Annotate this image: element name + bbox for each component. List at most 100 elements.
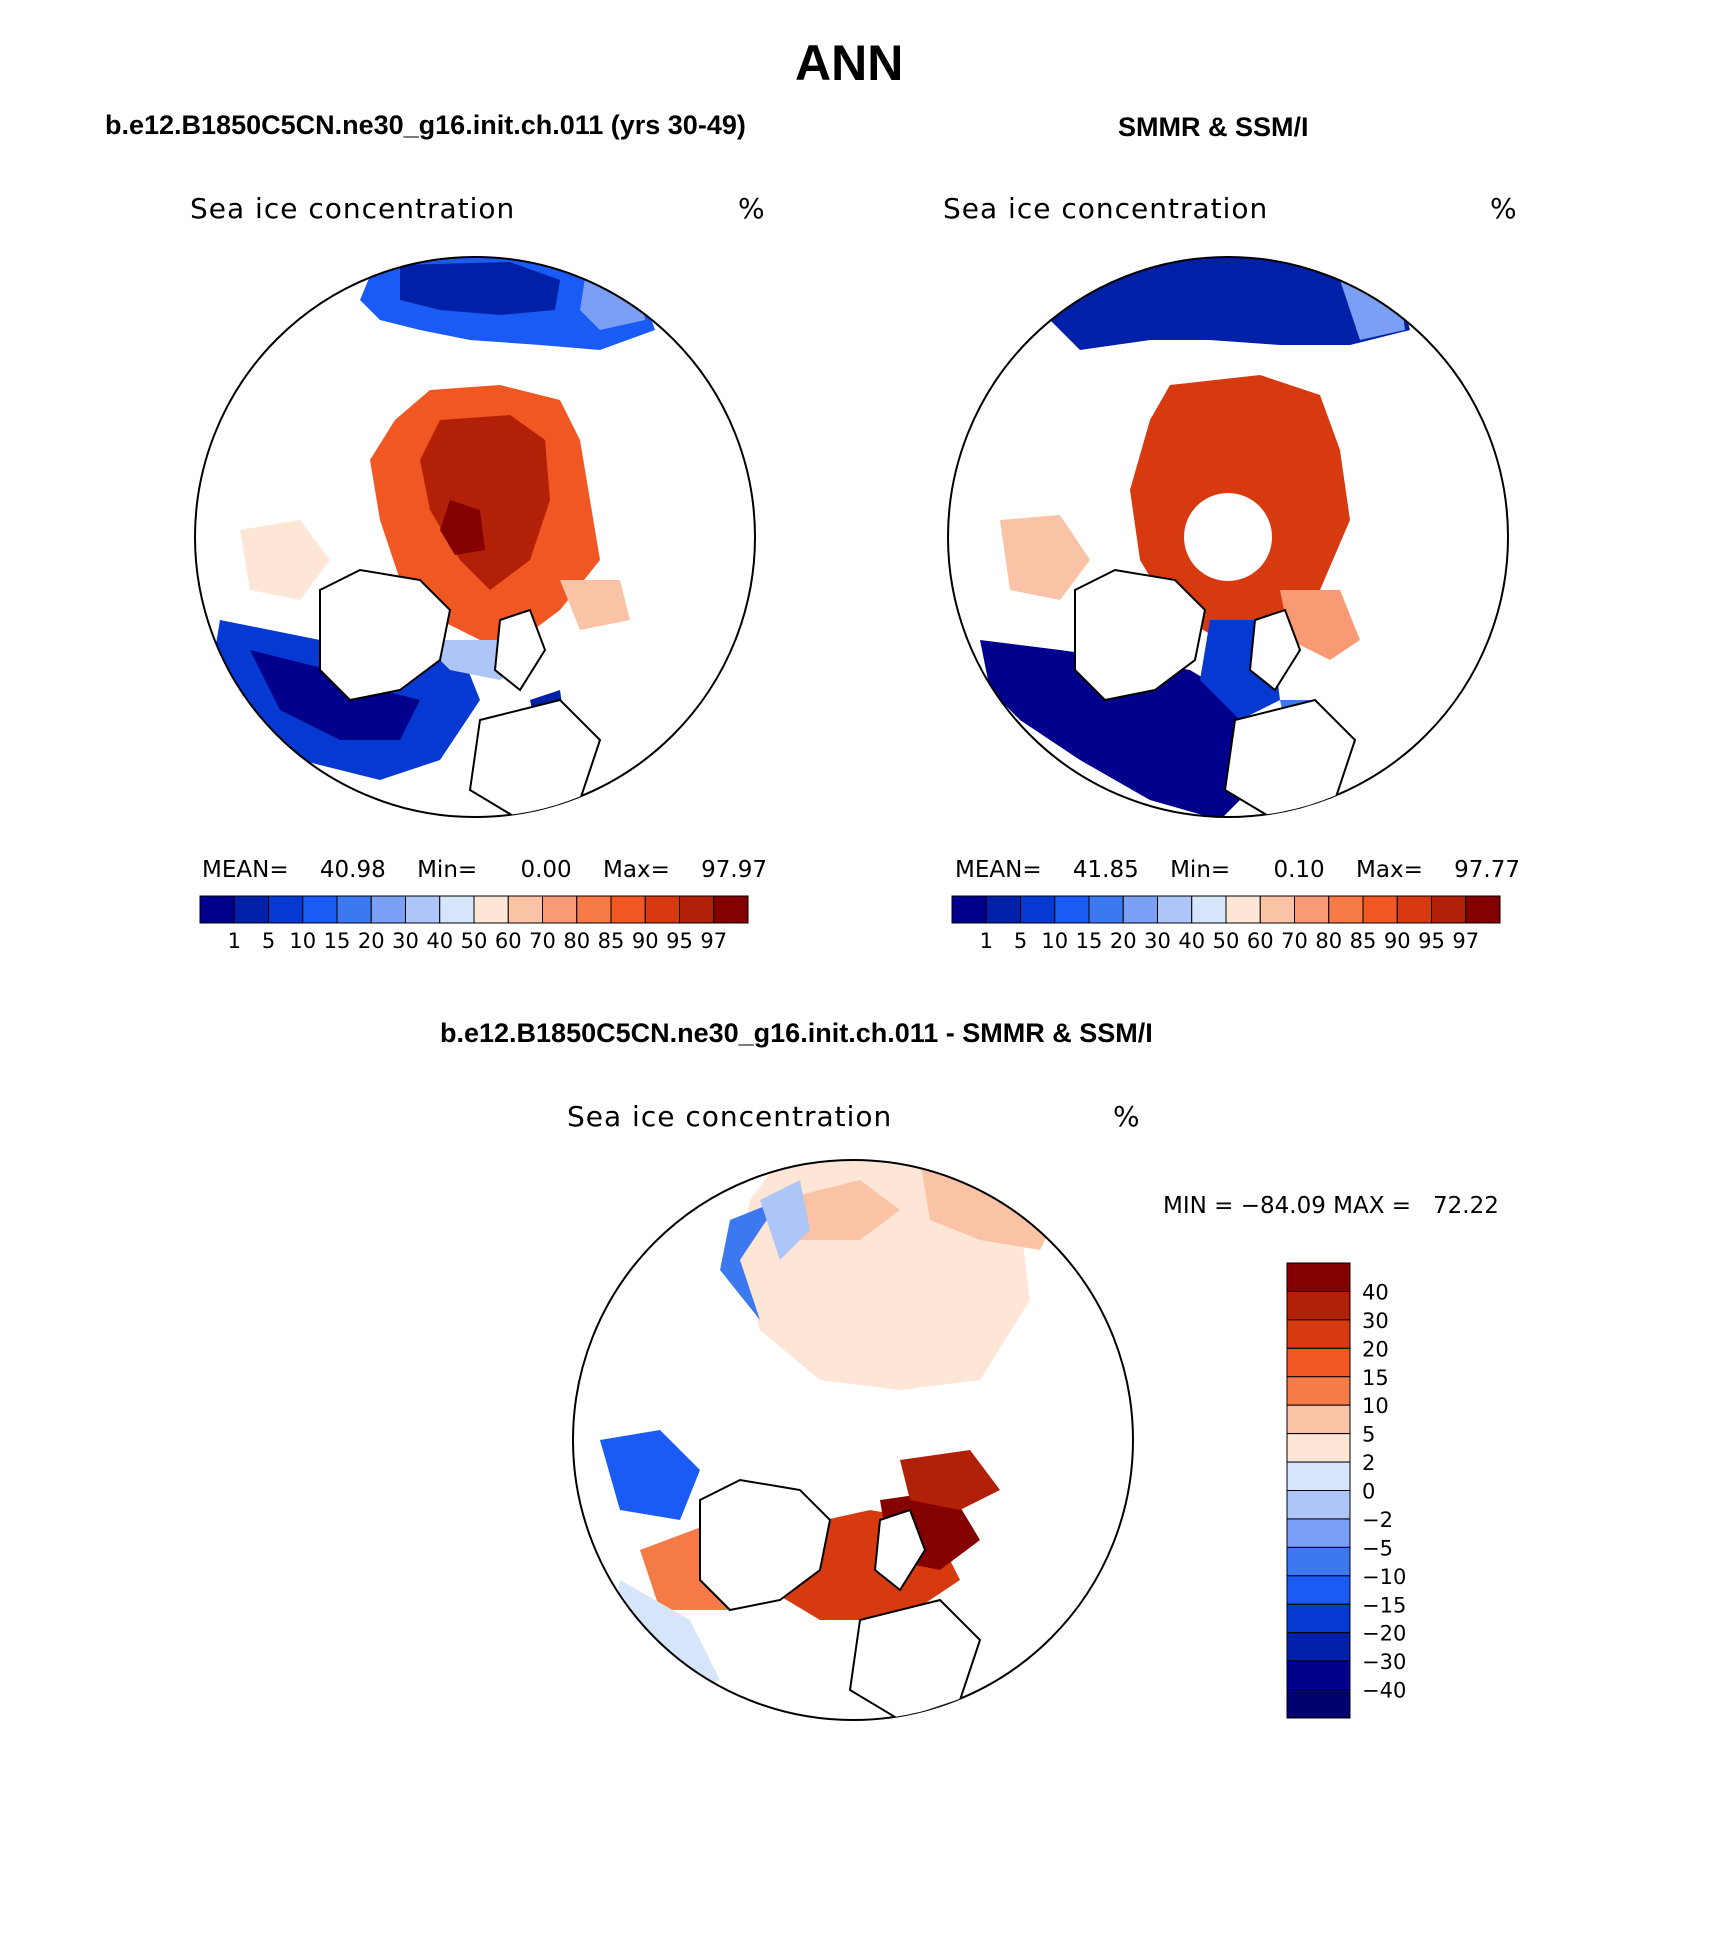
- diff-colorbar-box: [1286, 1689, 1351, 1719]
- model-colorbar-tick: 30: [392, 929, 419, 953]
- model-ice-field: [210, 257, 655, 780]
- obs-coastlines: [1074, 568, 1357, 817]
- diff-colorbar-tick: 5: [1362, 1423, 1375, 1447]
- diff-colorbar-tick: −10: [1362, 1565, 1406, 1589]
- diff-coastlines: [699, 1478, 982, 1720]
- diff-colorbar-box: [1286, 1490, 1351, 1520]
- diff-colorbar-tick: −15: [1362, 1593, 1406, 1617]
- model-colorbar-box: [610, 895, 646, 924]
- obs-colorbar-box: [1157, 895, 1193, 924]
- obs-colorbar-box: [1020, 895, 1056, 924]
- obs-colorbar-box: [1054, 895, 1090, 924]
- obs-colorbar-box: [1122, 895, 1158, 924]
- model-colorbar-box: [233, 895, 269, 924]
- model-colorbar-tick: 60: [495, 929, 522, 953]
- diff-colorbar-box: [1286, 1262, 1351, 1292]
- model-mean-value: 40.98: [319, 857, 386, 883]
- diff-colorbar-box: [1286, 1518, 1351, 1548]
- diff-colorbar-tick: 2: [1362, 1451, 1375, 1475]
- model-colorbar-tick: 50: [461, 929, 488, 953]
- diff-colorbar-tick: −2: [1362, 1508, 1393, 1532]
- model-colorbar-box: [576, 895, 612, 924]
- obs-colorbar-box: [1465, 895, 1501, 924]
- model-colorbar-tick: 5: [262, 929, 275, 953]
- model-colorbar-box: [405, 895, 441, 924]
- obs-max-value: 97.77: [1454, 857, 1521, 883]
- diff-field: [600, 1160, 1060, 1700]
- model-colorbar-box: [439, 895, 475, 924]
- diff-colorbar-tick: 40: [1362, 1280, 1389, 1304]
- obs-stats: MEAN= 41.85 Min= 0.10 Max= 97.77: [955, 857, 1520, 883]
- diff-units-label: %: [1113, 1100, 1141, 1133]
- obs-colorbar-tick: 50: [1213, 929, 1240, 953]
- model-colorbar-box: [370, 895, 406, 924]
- diff-colorbar-box: [1286, 1347, 1351, 1378]
- obs-colorbar: 1 5 10 15 20 30 40 50 60 70 80 85 90 95 97: [951, 895, 1501, 953]
- diff-colorbar-box: [1286, 1461, 1351, 1491]
- obs-colorbar-tick: 60: [1247, 929, 1274, 953]
- model-colorbar-box: [473, 895, 509, 924]
- model-colorbar-tick: 70: [529, 929, 556, 953]
- diff-colorbar-tick: 15: [1362, 1366, 1389, 1390]
- diff-colorbar-box: [1286, 1546, 1351, 1577]
- model-variable-label: Sea ice concentration: [190, 192, 516, 225]
- model-max-value: 97.97: [701, 857, 768, 883]
- obs-colorbar-tick: 5: [1014, 929, 1027, 953]
- obs-colorbar-tick: 70: [1281, 929, 1308, 953]
- model-colorbar: 1 5 10 15 20 30 40 50 60 70 80 85 90 95 97: [199, 895, 749, 953]
- diff-colorbar-tick: −40: [1362, 1679, 1406, 1703]
- diff-colorbar-tick: 20: [1362, 1337, 1389, 1361]
- obs-colorbar-box: [1431, 895, 1467, 924]
- model-colorbar-tick: 85: [598, 929, 625, 953]
- obs-colorbar-tick: 80: [1315, 929, 1342, 953]
- model-colorbar-tick: 1: [228, 929, 241, 953]
- diff-colorbar-box: [1286, 1575, 1351, 1605]
- obs-colorbar-tick: 10: [1041, 929, 1068, 953]
- obs-colorbar-box: [1191, 895, 1227, 924]
- obs-colorbar-tick: 40: [1178, 929, 1205, 953]
- model-colorbar-box: [268, 895, 304, 924]
- obs-colorbar-tick: 95: [1418, 929, 1445, 953]
- diff-colorbar-box: [1286, 1376, 1351, 1406]
- diff-colorbar-box: [1286, 1290, 1351, 1321]
- model-colorbar-tick: 95: [666, 929, 693, 953]
- obs-mean-label: MEAN=: [955, 857, 1042, 883]
- diff-panel-title: b.e12.B1850C5CN.ne30_g16.init.ch.011 - S…: [440, 1018, 1153, 1048]
- obs-units-label: %: [1490, 192, 1518, 225]
- obs-colorbar-tick: 85: [1350, 929, 1377, 953]
- diff-colorbar-tick: 30: [1362, 1309, 1389, 1333]
- obs-colorbar-tick: 15: [1076, 929, 1103, 953]
- model-colorbar-tick: 15: [324, 929, 351, 953]
- model-colorbar-tick: 40: [426, 929, 453, 953]
- obs-mean-value: 41.85: [1072, 857, 1139, 883]
- model-colorbar-tick: 97: [700, 929, 727, 953]
- obs-colorbar-box: [1259, 895, 1295, 924]
- obs-colorbar-tick: 97: [1452, 929, 1479, 953]
- obs-ice-field: [980, 257, 1410, 817]
- obs-colorbar-box: [951, 895, 987, 924]
- model-colorbar-box: [507, 895, 543, 924]
- model-colorbar-tick: 80: [563, 929, 590, 953]
- diff-minmax: MIN = −84.09 MAX = 72.22: [1163, 1193, 1499, 1219]
- obs-colorbar-box: [1294, 895, 1330, 924]
- model-colorbar-box: [199, 895, 235, 924]
- model-units-label: %: [738, 192, 766, 225]
- model-colorbar-box: [644, 895, 680, 924]
- model-colorbar-tick: 20: [358, 929, 385, 953]
- model-colorbar-box: [302, 895, 338, 924]
- obs-min-value: 0.10: [1273, 857, 1325, 883]
- diff-colorbar-tick: 10: [1362, 1394, 1389, 1418]
- diff-colorbar-tick: −30: [1362, 1650, 1406, 1674]
- model-min-value: 0.00: [520, 857, 572, 883]
- diff-colorbar-tick: −5: [1362, 1536, 1393, 1560]
- diff-colorbar-box: [1286, 1404, 1351, 1435]
- obs-variable-label: Sea ice concentration: [943, 192, 1269, 225]
- obs-colorbar-tick: 1: [980, 929, 993, 953]
- obs-colorbar-box: [1362, 895, 1398, 924]
- obs-colorbar-box: [1088, 895, 1124, 924]
- diff-colorbar-box: [1286, 1603, 1351, 1634]
- model-max-label: Max=: [603, 857, 670, 883]
- obs-colorbar-tick: 30: [1144, 929, 1171, 953]
